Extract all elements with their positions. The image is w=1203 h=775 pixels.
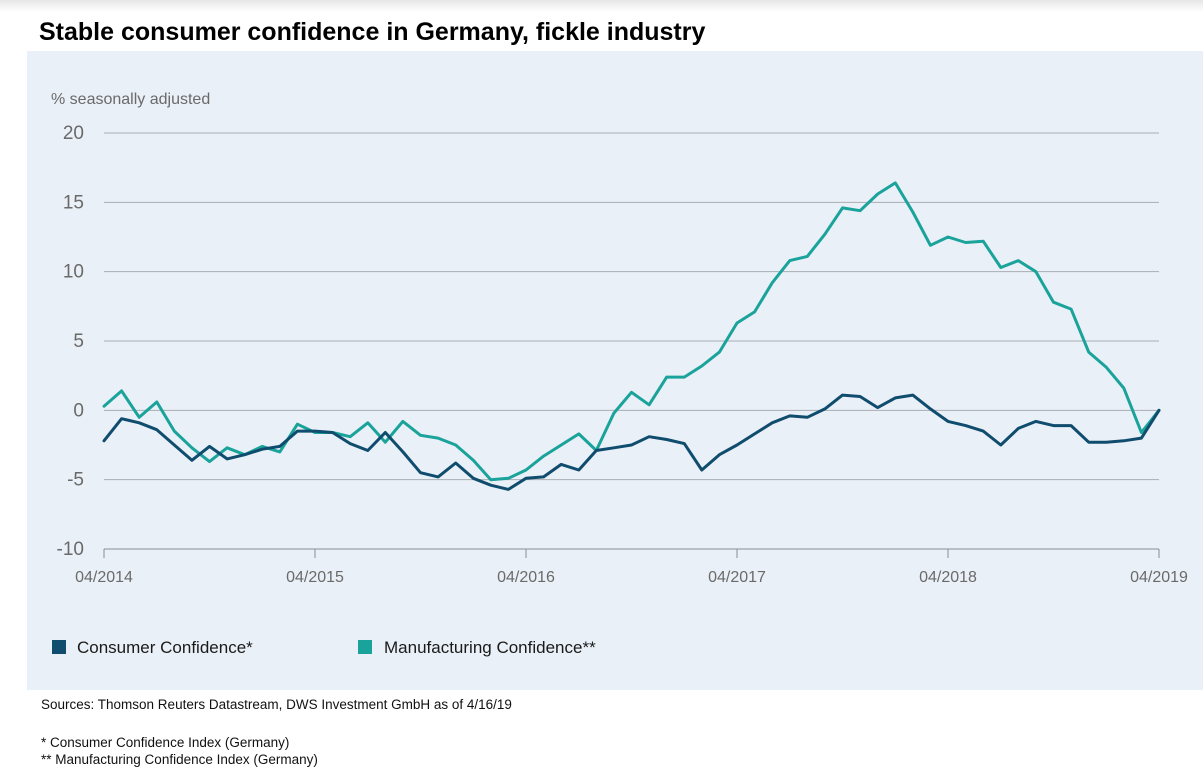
legend-swatch-consumer [52,640,66,654]
y-tick-labels: 20 15 10 5 0 -5 -10 [57,123,84,560]
x-tick-label: 04/2014 [75,569,133,586]
top-shadow [0,0,1203,12]
y-tick-label: 20 [63,123,84,144]
x-tick-label: 04/2019 [1130,569,1188,586]
y-tick-label: 0 [73,400,84,421]
gridlines [104,132,1159,481]
legend-swatch-manufacturing [358,640,372,654]
legend-label-consumer: Consumer Confidence* [77,638,253,657]
chart-title: Stable consumer confidence in Germany, f… [39,18,706,46]
consumer-confidence-line [102,393,1161,491]
legend-label-manufacturing: Manufacturing Confidence** [384,638,596,657]
manufacturing-confidence-line [102,181,1161,482]
x-tick-label: 04/2015 [286,569,344,586]
x-tick-label: 04/2017 [708,569,766,586]
legend: Consumer Confidence* Manufacturing Confi… [52,638,852,658]
x-tick-label: 04/2018 [919,569,977,586]
y-tick-label: 15 [63,192,84,213]
x-tick-label: 04/2016 [497,569,555,586]
footnote-consumer: * Consumer Confidence Index (Germany) [41,735,290,750]
series-lines [102,181,1161,491]
y-tick-label: -10 [57,539,84,560]
sources-note: Sources: Thomson Reuters Datastream, DWS… [41,697,512,712]
x-axis: 04/2014 04/2015 04/2016 04/2017 04/2018 04/20… [75,548,1188,586]
footnote-manufacturing: ** Manufacturing Confidence Index (Germa… [41,752,318,767]
y-tick-label: -5 [67,470,84,491]
chart-panel: % seasonally adjusted 20 15 10 5 0 -5 -10 04/2… [27,51,1203,690]
y-tick-label: 10 [63,262,84,283]
y-axis-unit-label: % seasonally adjusted [51,91,211,108]
y-tick-label: 5 [73,331,84,352]
